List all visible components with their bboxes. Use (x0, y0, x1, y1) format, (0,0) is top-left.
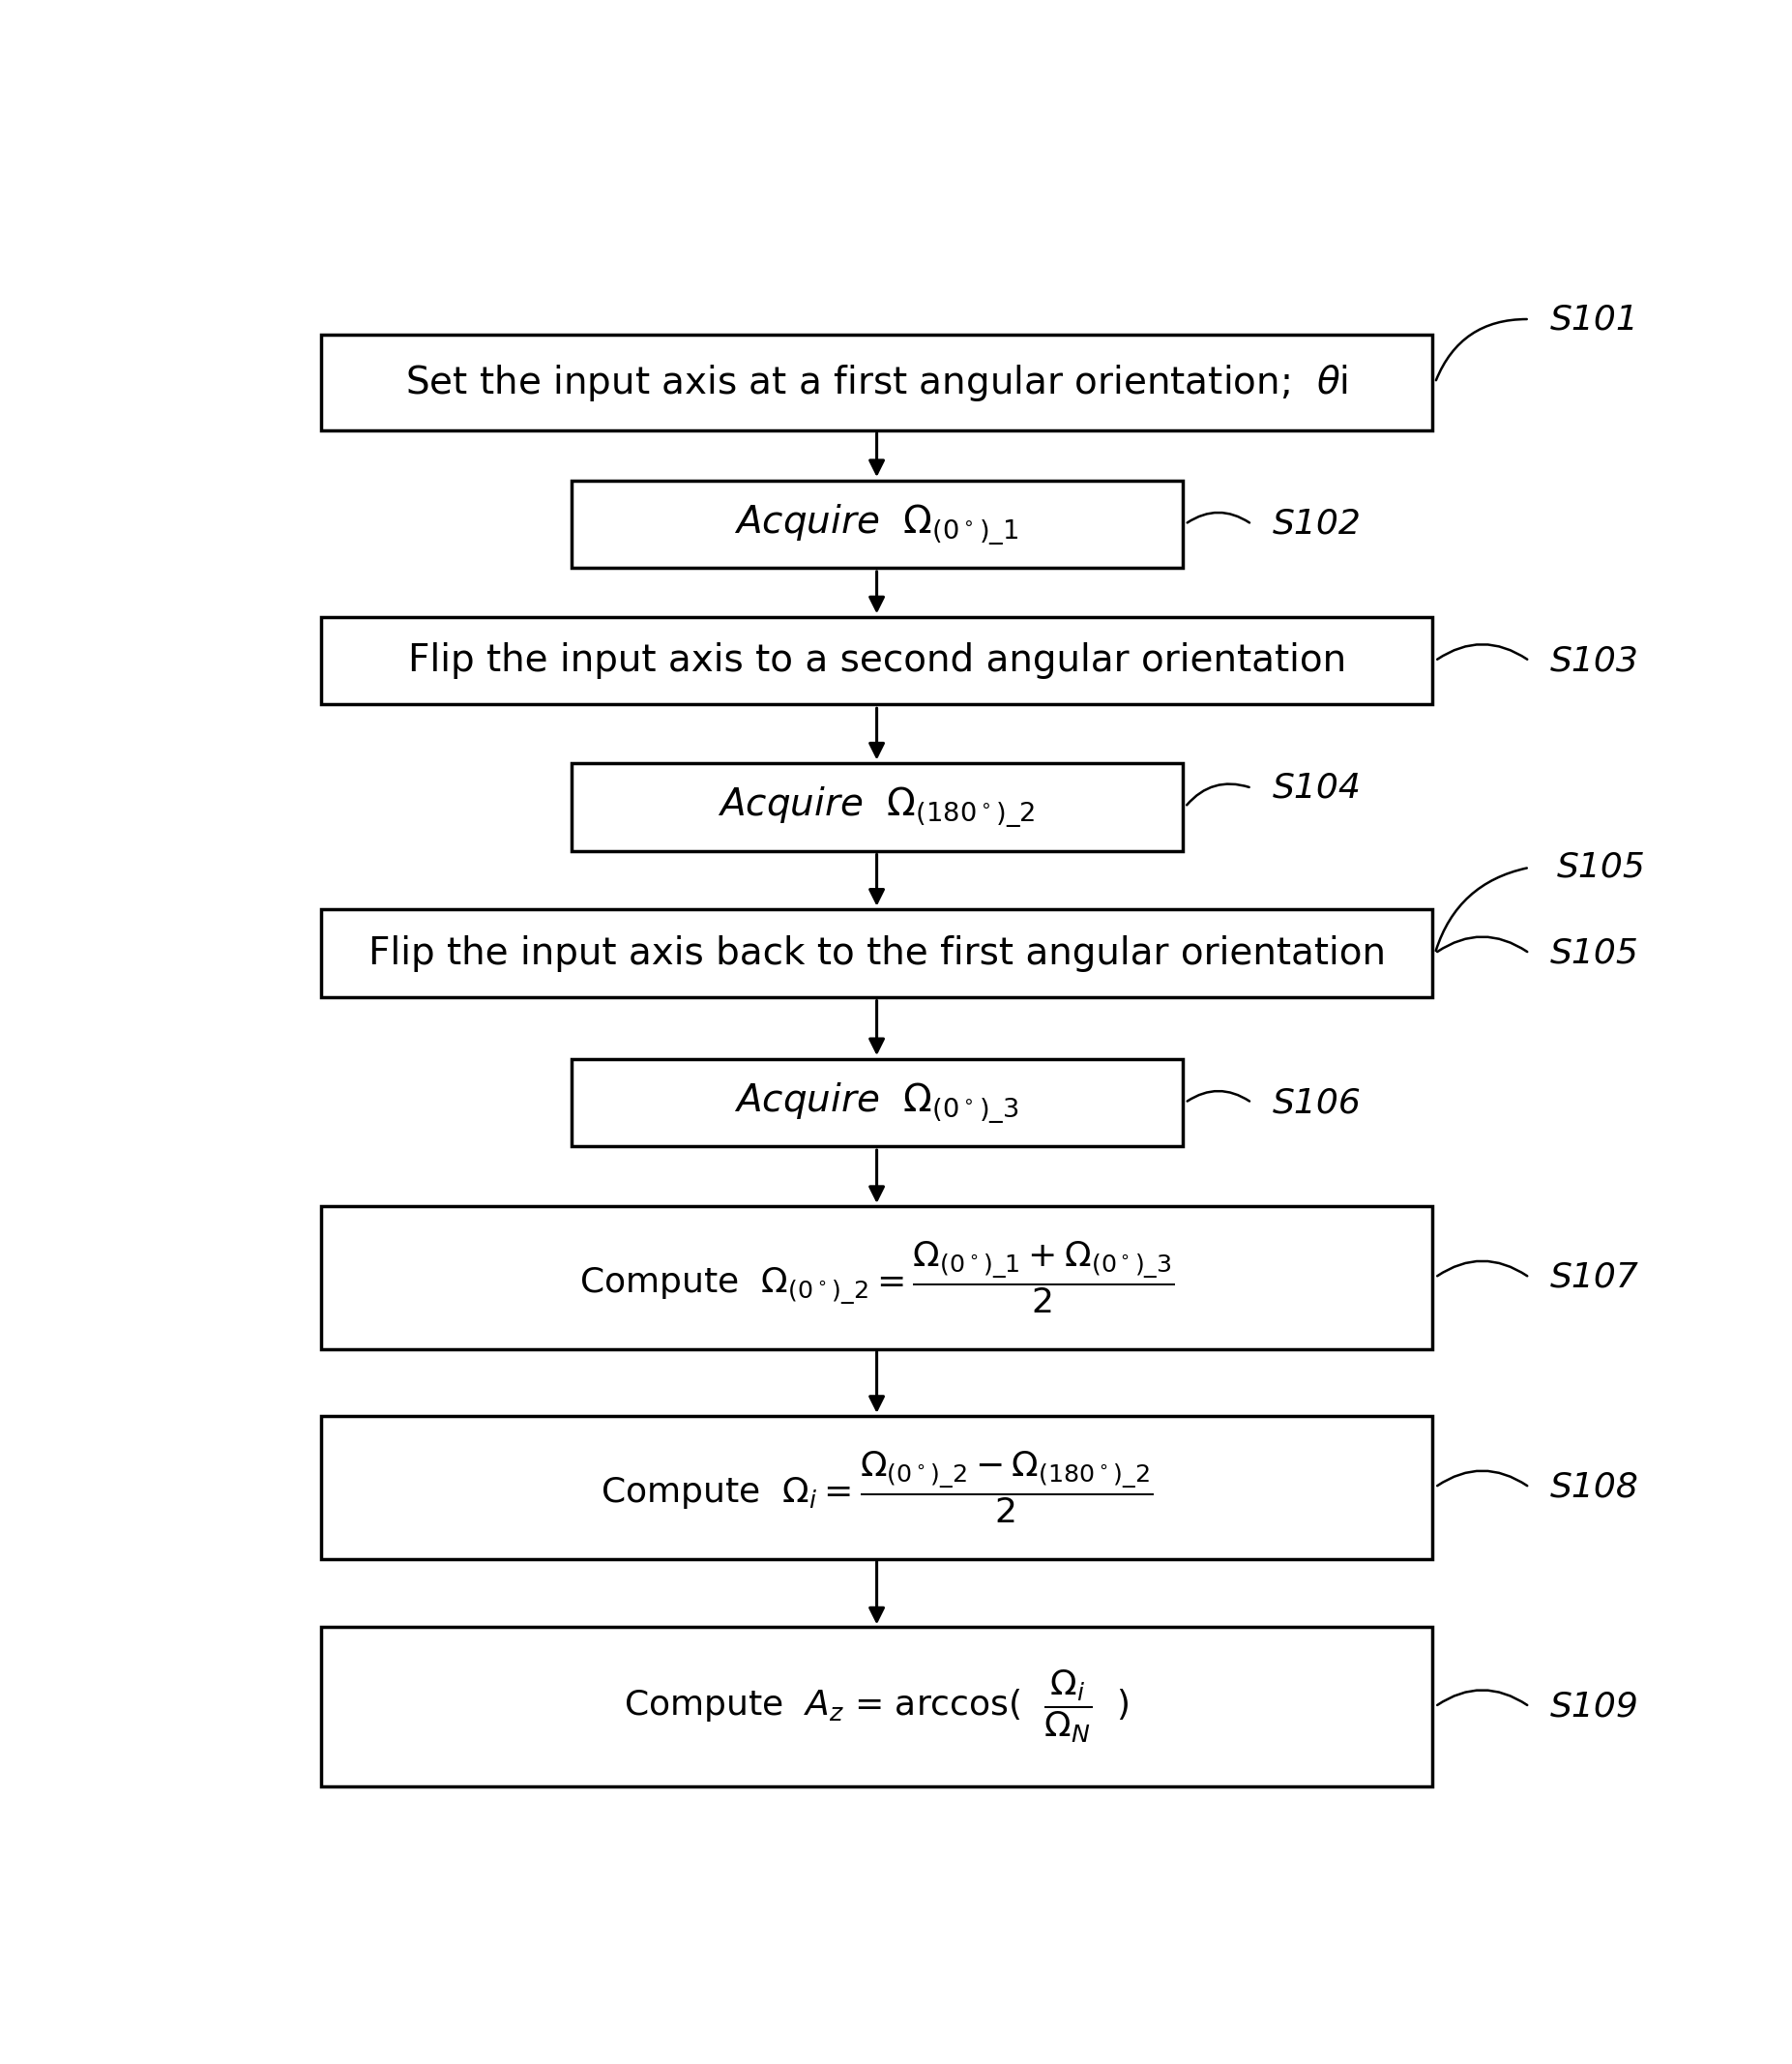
Text: Flip the input axis back to the first angular orientation: Flip the input axis back to the first an… (367, 935, 1385, 972)
FancyBboxPatch shape (572, 481, 1183, 568)
Text: S108: S108 (1550, 1472, 1640, 1505)
Text: Compute  $\mathit{A_z}$ = arccos(  $\dfrac{\Omega_i}{\Omega_N}$  ): Compute $\mathit{A_z}$ = arccos( $\dfrac… (624, 1668, 1129, 1744)
FancyBboxPatch shape (572, 764, 1183, 850)
Text: S109: S109 (1550, 1690, 1640, 1723)
FancyBboxPatch shape (321, 1416, 1432, 1558)
Text: Flip the input axis to a second angular orientation: Flip the input axis to a second angular … (407, 642, 1346, 679)
Text: S105: S105 (1550, 937, 1640, 970)
FancyBboxPatch shape (572, 1059, 1183, 1146)
Text: S107: S107 (1550, 1261, 1640, 1294)
FancyBboxPatch shape (321, 1626, 1432, 1785)
Text: Acquire  $\Omega_{(0^\circ)\_1}$: Acquire $\Omega_{(0^\circ)\_1}$ (735, 502, 1020, 547)
Text: S103: S103 (1550, 644, 1640, 677)
FancyBboxPatch shape (321, 1205, 1432, 1350)
Text: S105: S105 (1557, 850, 1647, 883)
Text: S106: S106 (1272, 1086, 1362, 1119)
FancyBboxPatch shape (321, 617, 1432, 704)
Text: Set the input axis at a first angular orientation;  $\theta$i: Set the input axis at a first angular or… (405, 363, 1348, 402)
Text: Acquire  $\Omega_{(180^\circ)\_2}$: Acquire $\Omega_{(180^\circ)\_2}$ (719, 784, 1036, 830)
Text: S102: S102 (1272, 508, 1362, 541)
FancyBboxPatch shape (321, 910, 1432, 997)
FancyBboxPatch shape (321, 334, 1432, 431)
Text: Compute  $\Omega_i = \dfrac{\Omega_{(0^\circ)\_2} - \Omega_{(180^\circ)\_2}}{2}$: Compute $\Omega_i = \dfrac{\Omega_{(0^\c… (600, 1449, 1152, 1525)
Text: S101: S101 (1550, 303, 1640, 336)
Text: Compute  $\Omega_{(0^\circ)\_2} = \dfrac{\Omega_{(0^\circ)\_1} + \Omega_{(0^\cir: Compute $\Omega_{(0^\circ)\_2} = \dfrac{… (579, 1238, 1174, 1315)
Text: S104: S104 (1272, 772, 1362, 805)
Text: Acquire  $\Omega_{(0^\circ)\_3}$: Acquire $\Omega_{(0^\circ)\_3}$ (735, 1079, 1020, 1125)
